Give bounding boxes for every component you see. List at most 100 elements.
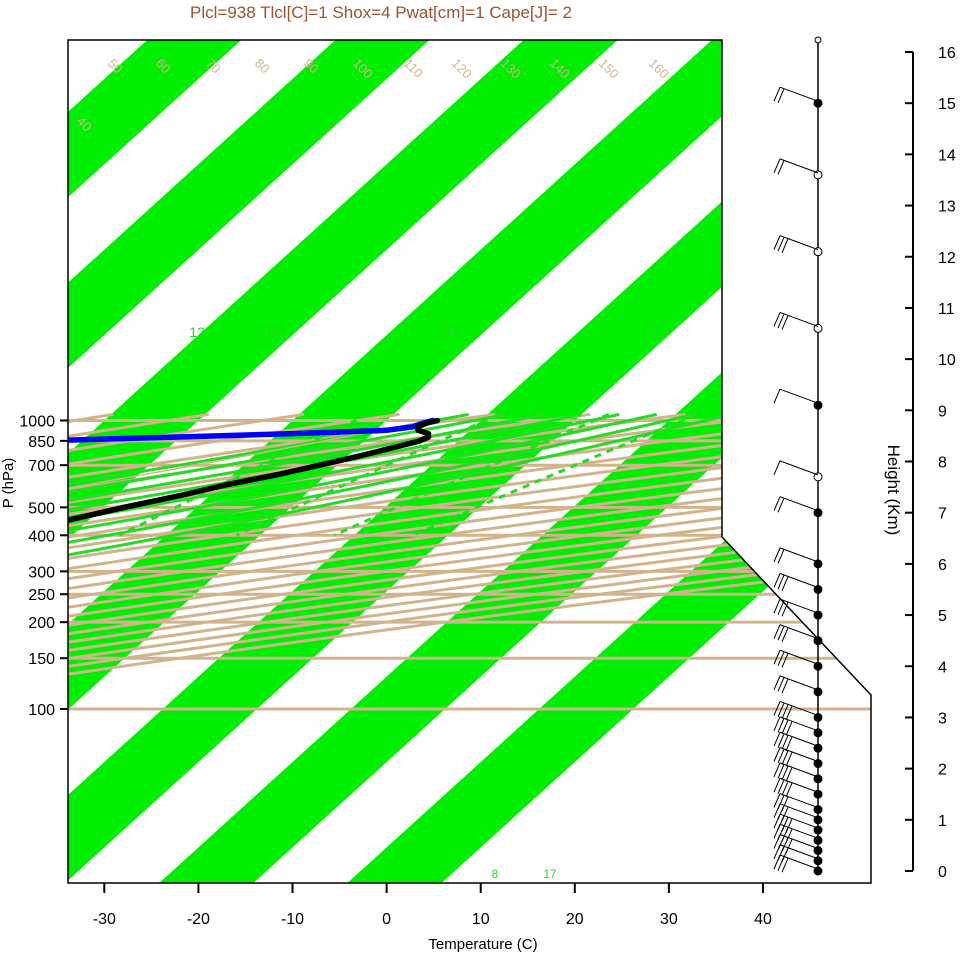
barb-flag bbox=[785, 721, 793, 736]
barb-flag bbox=[785, 736, 793, 752]
barb-flag bbox=[777, 549, 785, 564]
barb-flag bbox=[781, 315, 789, 330]
barb-flag bbox=[773, 747, 781, 762]
y-tick-label: 850 bbox=[28, 434, 55, 451]
isotherm-band bbox=[68, 40, 618, 883]
mixing-ratio-dashed-label: 17 bbox=[543, 867, 557, 881]
wind-barb bbox=[773, 235, 823, 257]
barb-flag bbox=[781, 678, 789, 694]
theta-e-label: 0 bbox=[726, 453, 748, 475]
height-tick-label: 0 bbox=[938, 864, 947, 881]
dry-adiabat-line bbox=[68, 412, 871, 711]
wind-barb bbox=[773, 311, 823, 333]
height-tick-label: 13 bbox=[938, 199, 956, 216]
barb-flag bbox=[781, 781, 789, 796]
wind-point bbox=[813, 789, 823, 799]
barb-flag bbox=[777, 626, 785, 641]
y-tick-label: 500 bbox=[28, 500, 55, 517]
wind-point bbox=[813, 687, 823, 697]
barb-shaft bbox=[779, 388, 819, 404]
dry-adiabat-line bbox=[68, 412, 871, 711]
wind-point bbox=[813, 743, 823, 753]
barb-flag bbox=[777, 313, 785, 329]
theta-e-label: -30 bbox=[841, 631, 875, 665]
theta-label: 80 bbox=[252, 56, 273, 77]
height-tick-label: 7 bbox=[938, 506, 947, 523]
barb-shaft bbox=[779, 813, 819, 829]
barb-flag bbox=[773, 547, 781, 563]
barb-flag bbox=[773, 460, 781, 476]
barb-flag bbox=[773, 701, 781, 716]
height-tick-label: 8 bbox=[938, 455, 947, 472]
height-tick-label: 10 bbox=[938, 352, 956, 369]
barb-flag bbox=[773, 731, 781, 747]
barb-shaft bbox=[779, 649, 819, 665]
barb-shaft bbox=[779, 834, 819, 849]
x-tick-label: 40 bbox=[754, 911, 772, 928]
mixing-ratio-label: 32 bbox=[649, 324, 665, 340]
dry-adiabat-line bbox=[68, 412, 209, 711]
moist-adiabat-line bbox=[68, 412, 507, 624]
barb-shaft bbox=[779, 460, 819, 476]
wind-point bbox=[813, 805, 823, 815]
barb-flag bbox=[777, 779, 785, 795]
barb-flag bbox=[781, 735, 789, 750]
barb-flag bbox=[773, 624, 781, 639]
barb-shaft bbox=[779, 844, 819, 860]
barb-flag bbox=[785, 818, 793, 834]
y2-axis-title: Height (Km) bbox=[884, 445, 903, 536]
y-axis-title: P (hPa) bbox=[0, 458, 17, 509]
barb-shaft bbox=[779, 716, 819, 732]
wind-point bbox=[813, 712, 823, 722]
height-tick-label: 1 bbox=[938, 813, 947, 830]
barb-flag bbox=[781, 817, 789, 832]
barb-flag bbox=[781, 238, 789, 254]
barb-shaft bbox=[779, 777, 819, 793]
barb-flag bbox=[777, 794, 785, 810]
barb-flag bbox=[781, 858, 789, 873]
mixing-ratio-line bbox=[118, 413, 370, 537]
temperature-profile-line bbox=[68, 417, 441, 712]
theta-e-label: -10 bbox=[746, 523, 780, 557]
barb-shaft bbox=[779, 747, 819, 762]
x-tick-label: 20 bbox=[566, 911, 584, 928]
wind-point bbox=[813, 825, 823, 835]
y-tick-label: 150 bbox=[28, 651, 55, 668]
mixing-ratio-dashed-label: 3 bbox=[363, 867, 370, 881]
barb-flag bbox=[781, 796, 789, 811]
dry-adiabat-line bbox=[68, 412, 871, 711]
chart-title: Plcl=938 Tlcl[C]=1 Shox=4 Pwat[cm]=1 Cap… bbox=[190, 3, 572, 22]
barb-flag bbox=[785, 828, 793, 844]
barb-flag bbox=[781, 627, 789, 643]
wind-barb bbox=[773, 572, 823, 594]
barb-flag bbox=[781, 765, 789, 781]
barb-shaft bbox=[779, 86, 819, 102]
wind-barb bbox=[773, 388, 823, 410]
barb-flag bbox=[777, 160, 785, 175]
dry-adiabat-line bbox=[68, 412, 871, 711]
y-tick-label: 1000 bbox=[19, 414, 55, 431]
y-tick-label: 400 bbox=[28, 528, 55, 545]
wind-point bbox=[813, 846, 823, 856]
barb-shaft bbox=[779, 762, 819, 778]
dry-adiabat-line bbox=[68, 412, 871, 711]
wind-point bbox=[813, 472, 823, 482]
barb-flag bbox=[777, 237, 785, 252]
dry-adiabat-line bbox=[68, 412, 871, 711]
barb-shaft bbox=[779, 235, 819, 251]
theta-label: 150 bbox=[596, 56, 622, 82]
wind-point bbox=[813, 759, 823, 769]
mixing-ratio-label: 24 bbox=[439, 324, 455, 340]
wind-barb bbox=[773, 700, 823, 722]
moist-adiabat-line bbox=[68, 412, 695, 624]
barb-flag bbox=[773, 778, 781, 793]
barb-flag bbox=[777, 718, 785, 733]
theta-e-label: 20 bbox=[726, 221, 756, 251]
wind-top-point bbox=[814, 36, 822, 44]
wind-point bbox=[813, 98, 823, 108]
wind-point bbox=[813, 866, 823, 876]
wind-barb bbox=[773, 649, 823, 671]
barb-flag bbox=[777, 574, 785, 590]
barb-flag bbox=[785, 839, 793, 854]
barb-flag bbox=[781, 576, 789, 591]
